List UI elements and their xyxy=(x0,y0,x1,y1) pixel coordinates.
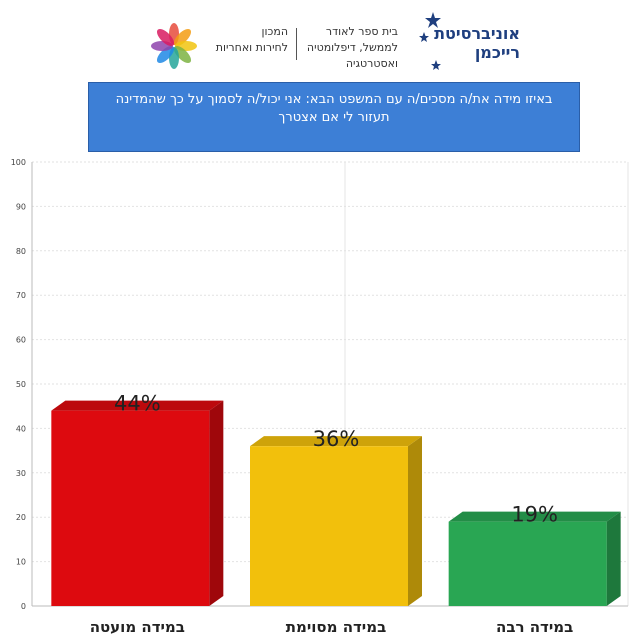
data-label: 36% xyxy=(313,427,360,451)
logo-petal xyxy=(173,45,192,64)
y-tick-label: 0 xyxy=(21,602,26,611)
institute-line: המכון xyxy=(261,25,288,38)
school-name: בית ספר לאודר לממשל, דיפלומטיה ואסטרטגיה xyxy=(307,24,398,72)
logo-petal xyxy=(156,28,175,47)
bar-top xyxy=(250,436,422,447)
header-divider xyxy=(296,28,297,60)
bar xyxy=(448,521,607,606)
y-tick-label: 80 xyxy=(16,247,26,256)
question-box: באיזו מידה את/ה מסכים/ה עם המשפט הבא: אנ… xyxy=(88,82,580,152)
x-category-label: במידה מועטה xyxy=(90,618,185,636)
bar xyxy=(250,446,408,606)
logo-petal xyxy=(173,28,192,47)
bar-side xyxy=(408,436,422,606)
institute-name: המכון לחירות ואחריות xyxy=(216,24,288,56)
y-tick-label: 60 xyxy=(16,336,26,345)
y-tick-label: 40 xyxy=(16,424,26,433)
data-label: 44% xyxy=(114,392,161,416)
school-line: לממשל, דיפלומטיה xyxy=(306,41,398,54)
institute-line: לחירות ואחריות xyxy=(215,41,288,54)
university-logo-stars-icon xyxy=(419,12,441,70)
y-tick-label: 70 xyxy=(16,291,26,300)
logo-petal xyxy=(156,45,175,64)
bar-side xyxy=(209,400,224,606)
bar-chart: 0 10 20 30 40 50 60 70 80 90 100 44% במידה מועטה 36% ב… xyxy=(11,158,629,636)
institute-logo-flower-icon xyxy=(151,23,197,69)
y-tick-label: 90 xyxy=(16,202,26,211)
university-name: אוניברסיטת רייכמן xyxy=(434,24,520,62)
y-tick-label: 30 xyxy=(16,469,26,478)
school-line: ואסטרטגיה xyxy=(345,57,398,70)
y-tick-label: 10 xyxy=(16,558,26,567)
y-tick-label: 20 xyxy=(16,513,26,522)
data-label: 19% xyxy=(511,503,558,527)
school-line: בית ספר לאודר xyxy=(325,25,398,38)
x-category-label: במידה מסוימת xyxy=(286,618,386,636)
bar-top xyxy=(51,400,224,411)
bar-side xyxy=(606,511,621,606)
y-tick-label: 100 xyxy=(11,158,26,167)
bar-top xyxy=(448,511,621,522)
x-category-label: במידה רבה xyxy=(496,618,573,636)
question-text: באיזו מידה את/ה מסכים/ה עם המשפט הבא: אנ… xyxy=(115,92,553,125)
bar xyxy=(51,410,210,606)
header: אוניברסיטת רייכמן בית ספר לאודר לממשל, ד… xyxy=(0,0,632,80)
y-tick-label: 50 xyxy=(16,380,26,389)
